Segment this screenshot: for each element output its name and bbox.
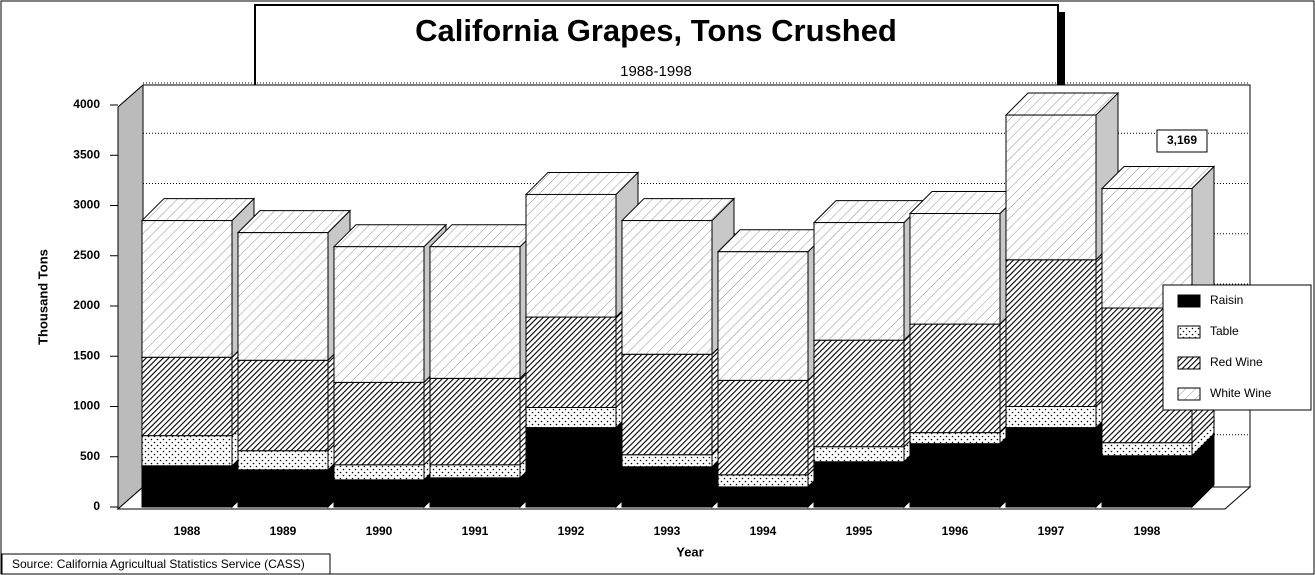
bar [333, 381, 425, 466]
x-tick-label: 1998 [1134, 524, 1161, 538]
legend-swatch [1177, 325, 1201, 339]
bar [237, 469, 329, 508]
y-tick-label: 3000 [73, 198, 100, 212]
source-box [1, 553, 331, 575]
bar [141, 465, 233, 508]
y-tick-label: 3500 [73, 147, 100, 161]
y-tick-label: 4000 [73, 97, 100, 111]
x-tick-label: 1992 [558, 524, 585, 538]
bar [813, 446, 905, 463]
annotation: 3,169 [1167, 133, 1197, 147]
y-tick-label: 1500 [73, 348, 100, 362]
bar [909, 323, 1001, 434]
y-tick-label: 2500 [73, 248, 100, 262]
x-axis-label: Year [676, 544, 703, 559]
x-tick-label: 1990 [366, 524, 393, 538]
legend-label: Raisin [1210, 293, 1243, 307]
legend-label: Table [1210, 324, 1239, 338]
bar [909, 213, 1001, 325]
chart-subtitle: 1988-1998 [620, 63, 692, 80]
x-tick-label: 1996 [942, 524, 969, 538]
title-box [254, 4, 1059, 89]
bar [237, 232, 329, 361]
y-tick-label: 500 [80, 449, 100, 463]
y-tick-label: 1000 [73, 399, 100, 413]
x-tick-label: 1995 [846, 524, 873, 538]
bar [525, 407, 617, 429]
legend-swatch [1177, 387, 1201, 401]
bar [717, 474, 809, 488]
chart-title: California Grapes, Tons Crushed [415, 13, 897, 48]
source: Source: California Agricultual Statistic… [12, 557, 305, 571]
bar [333, 464, 425, 481]
bar [1101, 455, 1193, 508]
legend-swatch [1177, 356, 1201, 370]
legend-swatch [1177, 294, 1201, 308]
bar [909, 443, 1001, 508]
bar [1005, 427, 1097, 508]
left-wall [117, 83, 144, 511]
x-tick-label: 1989 [270, 524, 297, 538]
bar [525, 193, 617, 318]
x-tick-label: 1994 [750, 524, 777, 538]
x-tick-label: 1993 [654, 524, 681, 538]
x-tick-label: 1997 [1038, 524, 1065, 538]
bar [429, 464, 521, 479]
bar [237, 450, 329, 471]
x-tick-label: 1988 [174, 524, 201, 538]
y-tick-label: 0 [93, 499, 100, 513]
bar [141, 220, 233, 358]
bar [141, 356, 233, 437]
bar [237, 359, 329, 452]
x-tick-label: 1991 [462, 524, 489, 538]
bar [141, 435, 233, 467]
bar [429, 377, 521, 466]
bar [333, 246, 425, 383]
bar [429, 246, 521, 379]
bar [813, 222, 905, 341]
bar [621, 220, 713, 355]
bar [1005, 114, 1097, 261]
legend-label: White Wine [1210, 386, 1272, 400]
annotation-box [1156, 129, 1208, 153]
bar [621, 466, 713, 508]
bar [621, 454, 713, 468]
bar [813, 461, 905, 508]
y-tick-label: 2000 [73, 298, 100, 312]
bar [525, 427, 617, 508]
bar [813, 339, 905, 448]
bar [621, 353, 713, 456]
bar [333, 479, 425, 508]
legend-label: Red Wine [1210, 355, 1263, 369]
bar [1101, 442, 1193, 457]
bar [525, 316, 617, 409]
bar [717, 251, 809, 381]
bar [429, 477, 521, 508]
bar [1005, 406, 1097, 429]
y-axis-label: Thousand Tons [35, 249, 50, 345]
bar [909, 432, 1001, 445]
bar [717, 486, 809, 508]
bar [1005, 259, 1097, 407]
bar [717, 379, 809, 476]
bars [140, 82, 1250, 509]
